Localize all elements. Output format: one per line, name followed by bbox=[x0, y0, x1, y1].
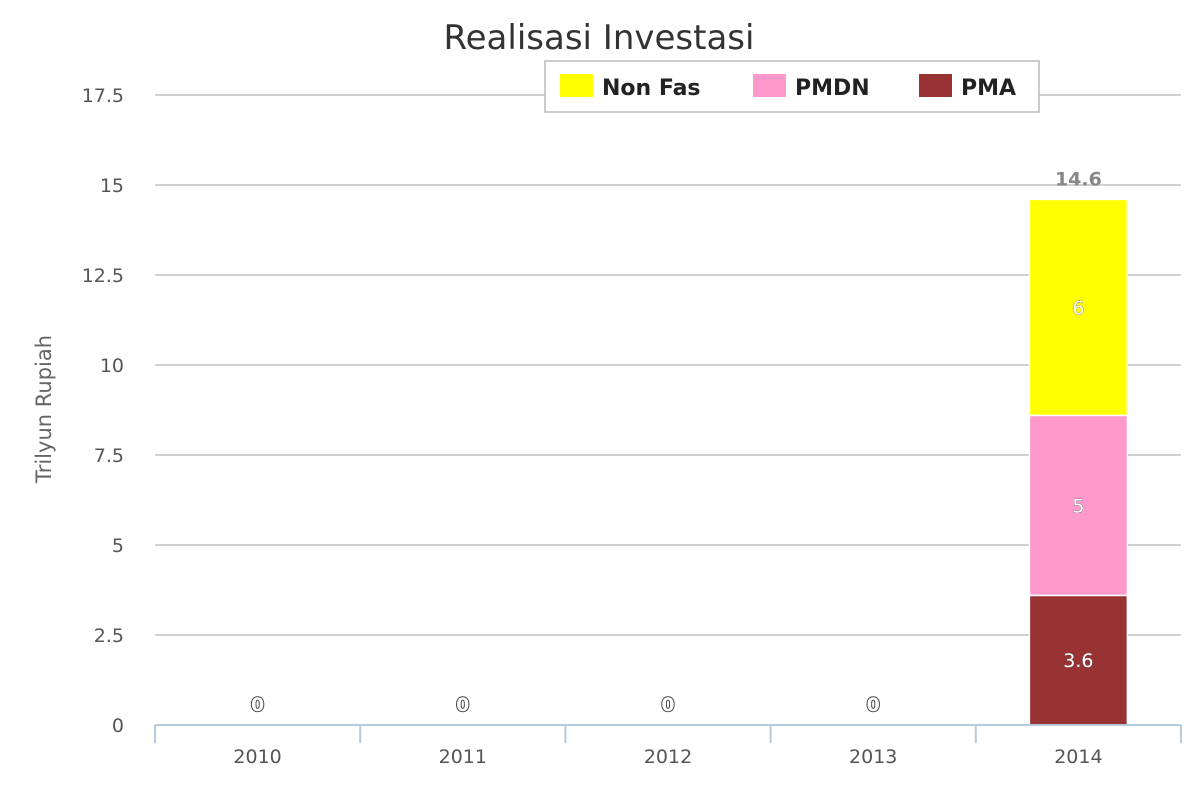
gridlines bbox=[155, 94, 1181, 636]
y-tick-label: 10 bbox=[100, 355, 124, 377]
x-tick-label: 2010 bbox=[233, 746, 281, 768]
bar-segment-pmdn[interactable] bbox=[1028, 414, 1129, 597]
segment-value-label: 6 bbox=[1072, 297, 1084, 319]
y-tick-label: 0 bbox=[112, 715, 124, 737]
y-tick-label: 7.5 bbox=[94, 445, 124, 467]
y-tick-label: 17.5 bbox=[82, 85, 124, 107]
x-tick-label: 2014 bbox=[1054, 746, 1102, 768]
legend[interactable]: Non Fas PMDN PMA bbox=[544, 60, 1040, 113]
stack-total-label: 14.6 bbox=[1055, 168, 1102, 190]
legend-item-pmdn[interactable]: PMDN bbox=[753, 74, 870, 101]
stack-total-label: 0 bbox=[251, 694, 264, 716]
y-tick-label: 12.5 bbox=[82, 265, 124, 287]
legend-box bbox=[544, 60, 1040, 113]
x-tick-label: 2011 bbox=[439, 746, 487, 768]
legend-item-non-fas[interactable]: Non Fas bbox=[560, 74, 701, 101]
bar-segment-non-fas[interactable] bbox=[1028, 198, 1129, 417]
segment-value-label: 3.6 bbox=[1063, 650, 1093, 672]
y-tick-label: 2.5 bbox=[94, 625, 124, 647]
x-tick-label: 2012 bbox=[644, 746, 692, 768]
x-axis: 2010 2011 2012 2013 2014 bbox=[154, 724, 1182, 768]
legend-label: Non Fas bbox=[602, 76, 701, 101]
bars: 0 0 0 0 3.6 5 6 14.6 bbox=[250, 168, 1129, 726]
legend-swatch bbox=[560, 74, 593, 97]
y-tick-label: 5 bbox=[112, 535, 124, 557]
segment-value-label: 5 bbox=[1072, 495, 1084, 517]
legend-swatch bbox=[919, 74, 952, 97]
stack-total-label: 0 bbox=[867, 694, 880, 716]
y-axis-label: Trilyun Rupiah bbox=[32, 335, 56, 484]
legend-label: PMA bbox=[961, 76, 1016, 101]
y-axis-ticks: 0 2.5 5 7.5 10 12.5 15 17.5 bbox=[82, 85, 124, 737]
legend-item-pma[interactable]: PMA bbox=[919, 74, 1016, 101]
x-tick-label: 2013 bbox=[849, 746, 897, 768]
stack-total-label: 0 bbox=[456, 694, 469, 716]
legend-swatch bbox=[753, 74, 786, 97]
chart-title: Realisasi Investasi bbox=[444, 18, 755, 58]
legend-label: PMDN bbox=[795, 76, 870, 101]
y-tick-label: 15 bbox=[100, 175, 124, 197]
stack-total-label: 0 bbox=[661, 694, 674, 716]
